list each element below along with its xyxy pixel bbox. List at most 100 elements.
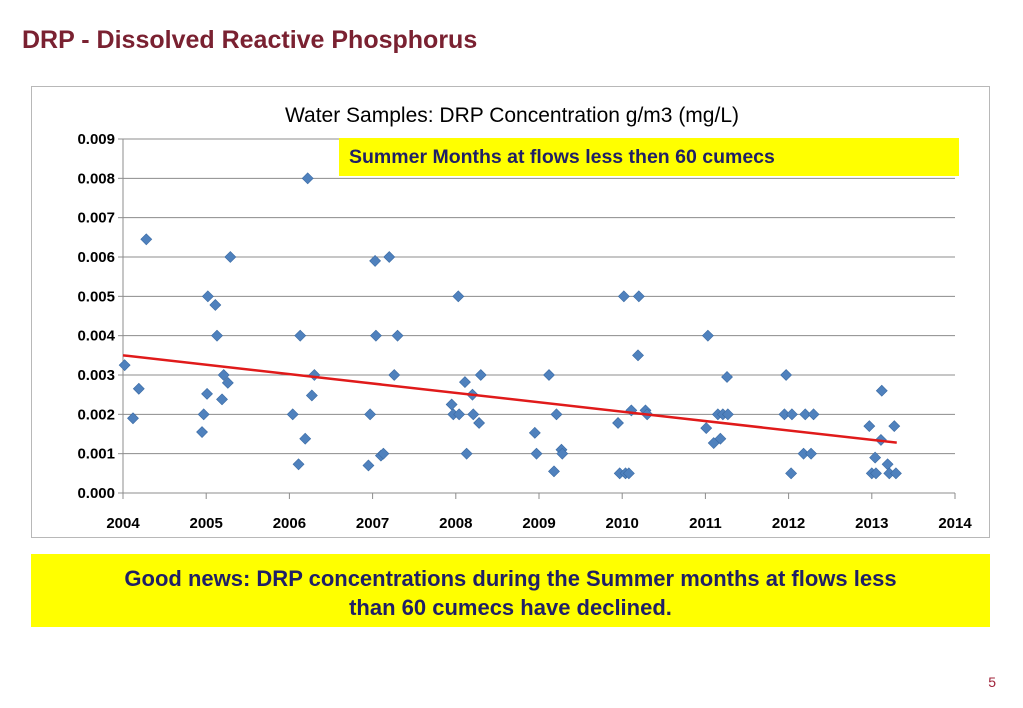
summary-line-2: than 60 cumecs have declined. [349, 595, 672, 620]
data-point [452, 290, 465, 303]
trendline [122, 354, 897, 444]
x-axis-tick-labels: 2004 2005 2006 2007 2008 2009 2010 2011 2012 2013… [106, 515, 972, 532]
summary-line-1: Good news: DRP concentrations during the… [124, 566, 897, 591]
data-point [299, 432, 312, 445]
data-point [305, 389, 318, 402]
y-tick-label: 0.002 [77, 406, 115, 423]
data-point [632, 290, 645, 303]
data-points [118, 172, 902, 480]
y-tick-label: 0.004 [77, 328, 115, 345]
data-point [383, 251, 396, 263]
data-point [453, 408, 466, 421]
data-point [388, 369, 401, 381]
data-point [474, 369, 487, 381]
data-point [140, 233, 153, 246]
y-tick-label: 0.008 [77, 170, 115, 187]
gridlines [123, 138, 955, 455]
data-point [617, 290, 630, 303]
data-point [473, 417, 486, 429]
data-point [888, 420, 901, 433]
x-tick-label: 2004 [106, 515, 140, 532]
data-point [364, 408, 377, 421]
y-tick-label: 0.009 [77, 131, 115, 148]
data-point [209, 299, 222, 311]
y-tick-label: 0.007 [77, 210, 115, 227]
data-point [785, 467, 798, 480]
data-point [701, 329, 714, 342]
data-point [201, 387, 213, 400]
data-point [224, 251, 237, 263]
scatter-chart: Water Samples: DRP Concentration g/m3 (m… [77, 104, 972, 532]
data-point [217, 369, 230, 381]
data-point [201, 290, 214, 303]
y-tick-label: 0.005 [77, 288, 115, 305]
data-point [881, 458, 894, 471]
x-tick-label: 2013 [855, 515, 888, 532]
x-tick-label: 2008 [439, 515, 472, 532]
data-point [780, 369, 793, 381]
data-point [459, 376, 471, 389]
slide-title: DRP - Dissolved Reactive Phosphorus [22, 26, 478, 54]
data-point [127, 412, 139, 425]
data-point [530, 447, 543, 460]
data-point [369, 255, 382, 267]
y-axis-tick-labels: 0.000 0.001 0.002 0.003 0.004 0.005 0.006 0.007… [77, 131, 115, 502]
data-point [445, 398, 458, 411]
x-tick-label: 2007 [356, 515, 389, 532]
data-point [807, 408, 820, 421]
y-tick-label: 0.001 [77, 446, 115, 463]
data-point [211, 329, 223, 342]
data-point [391, 329, 404, 342]
data-point [863, 420, 876, 433]
data-point [786, 408, 798, 421]
data-point [460, 447, 473, 460]
data-point [308, 369, 321, 381]
data-point [875, 384, 888, 397]
x-tick-label: 2014 [938, 515, 972, 532]
x-tick-label: 2009 [522, 515, 555, 532]
data-point [216, 393, 228, 406]
x-tick-label: 2006 [273, 515, 306, 532]
y-tick-label: 0.000 [77, 485, 115, 502]
data-point [869, 451, 882, 464]
data-point [301, 172, 314, 185]
summary-box: Good news: DRP concentrations during the… [31, 554, 990, 627]
data-point [632, 349, 644, 362]
x-tick-label: 2010 [606, 515, 639, 532]
data-point [467, 408, 480, 421]
data-point [548, 465, 560, 478]
data-point [197, 408, 210, 421]
page-number: 5 [988, 674, 996, 690]
data-point [221, 376, 234, 389]
data-point [714, 432, 727, 445]
data-point [799, 408, 812, 421]
data-point [362, 459, 375, 472]
data-point [700, 422, 713, 435]
data-point [132, 382, 145, 395]
data-point [196, 426, 208, 438]
data-point [528, 426, 541, 439]
data-point [805, 447, 817, 460]
data-point [370, 329, 382, 342]
data-point [118, 359, 131, 372]
y-tick-label: 0.003 [77, 367, 115, 384]
data-point [556, 447, 569, 460]
data-point [377, 447, 390, 460]
data-point [612, 417, 624, 429]
data-point [721, 408, 734, 421]
data-point [543, 369, 555, 381]
data-point [294, 329, 307, 342]
data-point [286, 408, 299, 421]
y-tick-label: 0.006 [77, 249, 115, 266]
data-point [622, 467, 635, 480]
x-tick-label: 2012 [772, 515, 805, 532]
chart-title: Water Samples: DRP Concentration g/m3 (m… [285, 104, 739, 127]
data-point [292, 458, 305, 471]
trendline-layer [122, 354, 897, 444]
x-tick-label: 2011 [689, 515, 722, 532]
data-point [890, 467, 902, 480]
data-point [870, 467, 882, 480]
x-tick-label: 2005 [190, 515, 223, 532]
data-point [721, 371, 733, 383]
chart-callout: Summer Months at flows less then 60 cume… [339, 138, 959, 176]
